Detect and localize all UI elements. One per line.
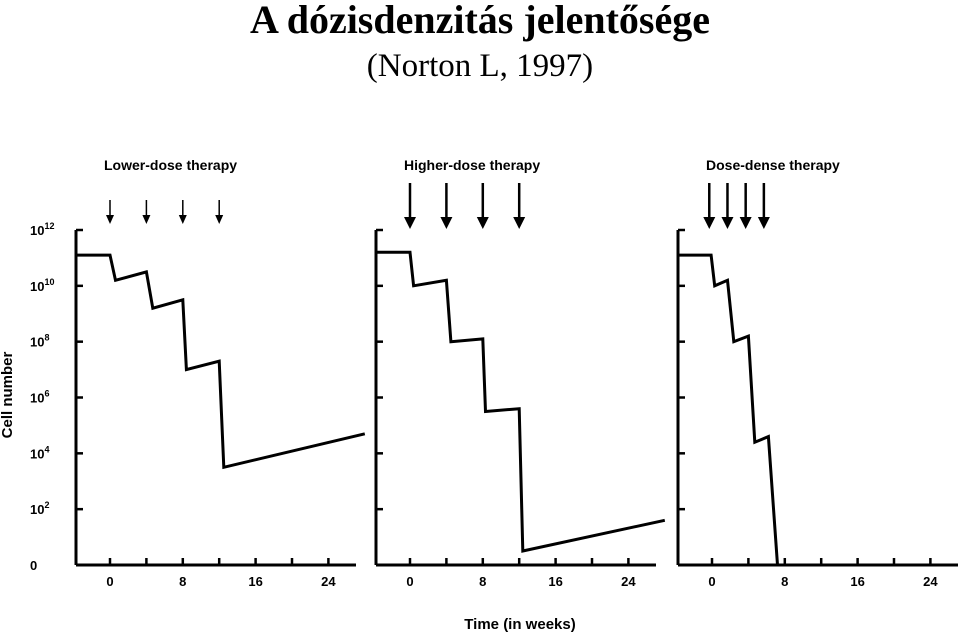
dose-arrow-head (142, 215, 151, 224)
x-tick-label: 8 (781, 574, 788, 589)
cell-number-line (76, 253, 366, 470)
dose-arrow-head (178, 215, 187, 224)
panel-title: Dose-dense therapy (706, 157, 840, 173)
dose-arrow-head (721, 217, 734, 229)
y-tick-exponent: 6 (44, 389, 49, 399)
x-tick-label: 24 (621, 574, 636, 589)
panel-3: 0 8 16 24 Dose-dense therapy (676, 157, 958, 589)
y-tick-label: 106 (30, 389, 49, 406)
dose-arrow-head (757, 217, 770, 229)
x-tick-label: 8 (479, 574, 486, 589)
y-tick-exponent: 10 (44, 277, 54, 287)
dose-arrow-head (703, 217, 716, 229)
y-tick-label: 1012 (30, 221, 54, 238)
x-tick-label: 24 (321, 574, 336, 589)
panel-2: 0 8 16 24 Higher-dose therapy (374, 157, 666, 589)
x-tick-label: 0 (406, 574, 413, 589)
y-tick-label: 0 (30, 558, 37, 573)
cell-number-line (678, 253, 779, 566)
x-tick-label: 0 (708, 574, 715, 589)
y-tick-label: 1010 (30, 277, 54, 294)
y-tick-label: 104 (30, 444, 49, 461)
x-tick-label: 8 (179, 574, 186, 589)
dose-arrow-head (513, 217, 526, 229)
x-tick-label: 16 (850, 574, 864, 589)
x-tick-label: 24 (923, 574, 938, 589)
y-tick-label: 102 (30, 500, 49, 517)
y-tick-exponent: 4 (44, 444, 49, 454)
y-tick-exponent: 2 (44, 500, 49, 510)
dose-arrow-head (476, 217, 489, 229)
y-tick-exponent: 12 (44, 221, 54, 231)
dose-arrow-head (404, 217, 416, 229)
y-tick-label: 108 (30, 333, 49, 350)
panel-title: Lower-dose therapy (104, 157, 237, 173)
dose-arrow-head (106, 215, 114, 224)
x-axis-label: Time (in weeks) (464, 616, 575, 633)
x-tick-label: 16 (548, 574, 562, 589)
panel-title: Higher-dose therapy (404, 157, 540, 173)
y-tick-exponent: 8 (44, 333, 49, 343)
x-tick-label: 16 (248, 574, 262, 589)
dose-arrow-head (739, 217, 752, 229)
dose-arrow-head (215, 215, 224, 224)
x-tick-label: 0 (106, 574, 113, 589)
page-subtitle: (Norton L, 1997) (366, 48, 594, 84)
cell-number-line (376, 250, 666, 553)
dose-arrow-head (440, 217, 453, 229)
page-title: A dózisdenzitás jelentősége (250, 0, 710, 42)
y-axis-label: Cell number (0, 351, 16, 438)
